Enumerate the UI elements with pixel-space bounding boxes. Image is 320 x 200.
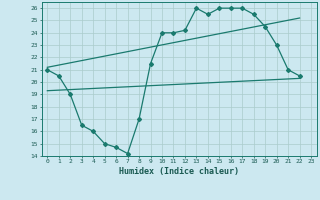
- X-axis label: Humidex (Indice chaleur): Humidex (Indice chaleur): [119, 167, 239, 176]
